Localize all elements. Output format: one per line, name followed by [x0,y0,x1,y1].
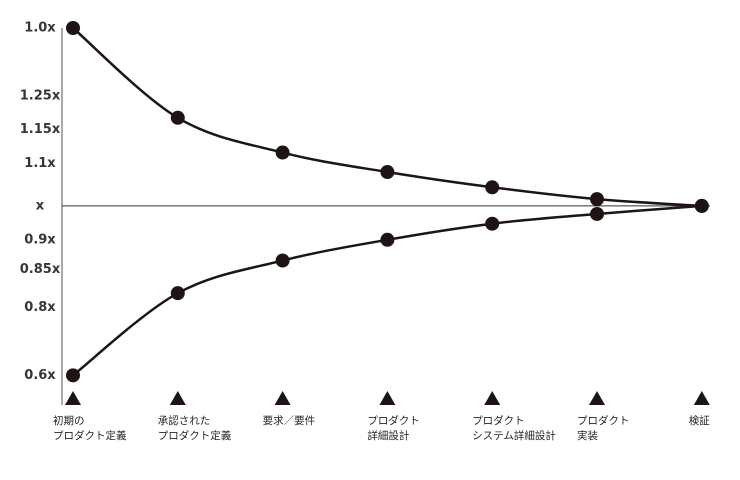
stage-marker [274,391,291,405]
data-point [275,253,290,268]
x-tick-label: プロダクト システム詳細設計 [472,415,556,442]
y-tick-label: 0.85x [20,262,61,277]
data-point [275,145,290,160]
x-tick-label: プロダクト 詳細設計 [367,415,420,442]
data-point [590,192,604,207]
data-point [485,216,500,231]
y-tick-label: x [36,198,45,213]
x-tick-label: 要求／要件 [262,415,316,427]
data-point [694,198,709,213]
data-point [380,232,395,247]
x-tick-label: 初期の プロダクト定義 [53,415,127,442]
x-tick-label: プロダクト 実装 [577,415,630,442]
y-tick-label: 1.25x [20,88,61,103]
data-point [380,165,395,180]
data-point [170,110,185,125]
y-tick-label: 1.0x [24,21,56,36]
y-tick-label: 1.15x [20,122,61,137]
y-tick-label: 0.8x [24,300,56,315]
data-point [170,286,185,301]
stage-marker [589,391,605,405]
y-tick-label: 0.6x [24,368,56,383]
data-point [66,368,80,383]
y-tick-label: 0.9x [24,232,56,247]
x-tick-label: 承認された プロダクト定義 [157,415,232,442]
x-tick-label: 検証 [688,415,710,427]
y-tick-label: 1.1x [24,156,56,171]
stage-marker [693,391,710,405]
stage-marker [379,391,396,405]
data-point [66,21,80,35]
stage-marker [169,391,186,405]
series-line [72,27,702,208]
stage-marker [65,391,81,405]
series-line [72,204,702,377]
stage-marker [484,391,501,405]
data-point [485,180,500,195]
data-point [590,206,604,221]
